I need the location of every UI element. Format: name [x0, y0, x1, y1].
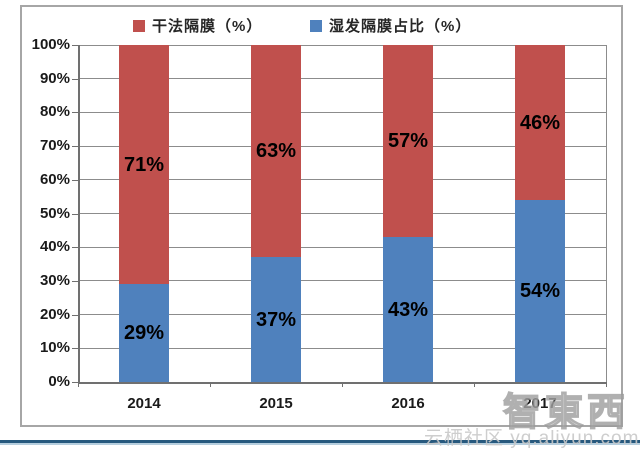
y-axis-tick-label: 0% [48, 373, 70, 390]
bar-segment [119, 45, 169, 285]
y-axis-tick-label: 70% [39, 137, 70, 155]
watermark-logo-text: 智東西 [502, 391, 630, 435]
grid-line [78, 347, 606, 349]
y-axis-tick-mark [72, 280, 78, 282]
bar-value-label: 37% [255, 308, 297, 331]
bar-value-label: 29% [123, 322, 165, 345]
y-axis-tick-mark [72, 348, 78, 350]
legend-label: 湿发隔膜占比（%） [329, 18, 472, 35]
grid-line [78, 145, 606, 147]
bar-segment [119, 284, 169, 382]
legend-swatch-red [133, 19, 145, 32]
y-axis-tick-mark [72, 247, 78, 249]
y-axis-tick-mark [72, 146, 78, 148]
y-axis-tick-label: 20% [39, 305, 70, 323]
bar-segment [383, 45, 433, 238]
legend-label: 干法隔膜（%） [152, 18, 263, 35]
y-axis-tick-mark [72, 112, 78, 114]
y-axis-line [78, 45, 80, 382]
y-axis-tick-mark [72, 382, 78, 383]
grid-line [78, 179, 606, 181]
grid-line [78, 111, 606, 113]
x-axis-tick-label: 2014 [127, 395, 161, 412]
y-axis-tick-label: 10% [39, 339, 70, 357]
plot-right-border [606, 45, 607, 382]
x-axis-tick-mark [474, 382, 475, 387]
y-axis-tick-label: 40% [39, 238, 70, 256]
x-axis-tick-mark [342, 382, 343, 387]
bar-value-label: 57% [387, 130, 429, 153]
y-axis-tick-label: 80% [39, 103, 70, 121]
legend-item-wet: 湿发隔膜占比（%） [310, 15, 471, 36]
bar-value-label: 63% [255, 140, 297, 163]
bottom-divider-light [0, 443, 640, 445]
bar-segment [515, 45, 565, 201]
bar-value-label: 54% [519, 280, 561, 302]
x-axis-tick-label: 2016 [391, 395, 425, 412]
bottom-divider-dark [0, 440, 640, 443]
y-axis-tick-label: 30% [39, 271, 70, 289]
y-axis-tick-label: 50% [39, 204, 70, 222]
y-axis-tick-label: 60% [39, 170, 70, 188]
grid-line [78, 44, 606, 46]
x-axis-tick-mark [210, 382, 211, 387]
grid-line [78, 246, 606, 248]
x-axis-tick-label: 2017 [523, 395, 557, 412]
y-axis-tick-mark [72, 78, 78, 80]
bar-value-label: 46% [519, 111, 561, 134]
x-axis-tick-mark [78, 382, 79, 387]
watermark-site-text: 云栖社区 yq.aliyun.com [424, 428, 640, 449]
bar-segment [383, 237, 433, 382]
y-axis-tick-mark [72, 213, 78, 215]
grid-line [78, 78, 606, 80]
y-axis-tick-mark [72, 314, 78, 316]
bar-value-label: 43% [387, 298, 429, 321]
y-axis-tick-mark [72, 179, 78, 181]
bar-segment [251, 257, 301, 382]
grid-line [78, 314, 606, 316]
legend: 干法隔膜（%） 湿发隔膜占比（%） [0, 13, 640, 35]
legend-swatch-blue [310, 19, 322, 32]
grid-line [78, 213, 606, 214]
y-axis-tick-mark [72, 45, 78, 46]
x-axis-tick-label: 2015 [259, 395, 293, 412]
bar-segment [251, 45, 301, 258]
legend-item-dry: 干法隔膜（%） [133, 15, 262, 36]
y-axis-tick-label: 90% [39, 69, 70, 87]
x-axis-tick-mark [606, 382, 607, 387]
bar-segment [515, 200, 565, 382]
bar-value-label: 71% [123, 153, 165, 176]
grid-line [78, 280, 606, 282]
y-axis-tick-label: 100% [31, 36, 70, 53]
